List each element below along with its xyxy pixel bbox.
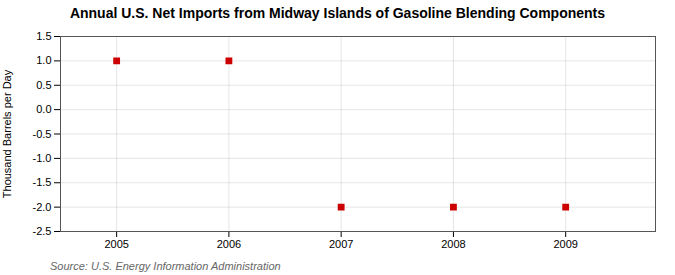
svg-text:-1.0: -1.0 (33, 152, 52, 164)
svg-text:0.0: 0.0 (36, 103, 51, 115)
html-text:Annual U.S. Net Imports from M: Annual U.S. Net Imports from Midway Isla… (69, 5, 606, 21)
svg-text:1.0: 1.0 (36, 54, 51, 66)
svg-text:Thousand Barrels per Day: Thousand Barrels per Day (1, 69, 13, 198)
svg-text:2008: 2008 (441, 238, 465, 250)
html-text:Source: U.S. Energy Informatio: Source: U.S. Energy Information Administ… (50, 260, 281, 272)
svg-text:-2.5: -2.5 (33, 225, 52, 237)
svg-text:-0.5: -0.5 (33, 128, 52, 140)
svg-text:-1.5: -1.5 (33, 176, 52, 188)
svg-text:2006: 2006 (217, 238, 241, 250)
svg-text:1.5: 1.5 (36, 30, 51, 42)
svg-text:-2.0: -2.0 (33, 201, 52, 213)
svg-text:0.5: 0.5 (36, 79, 51, 91)
svg-text:2009: 2009 (553, 238, 577, 250)
svg-text:2005: 2005 (104, 238, 128, 250)
svg-text:2007: 2007 (329, 238, 353, 250)
